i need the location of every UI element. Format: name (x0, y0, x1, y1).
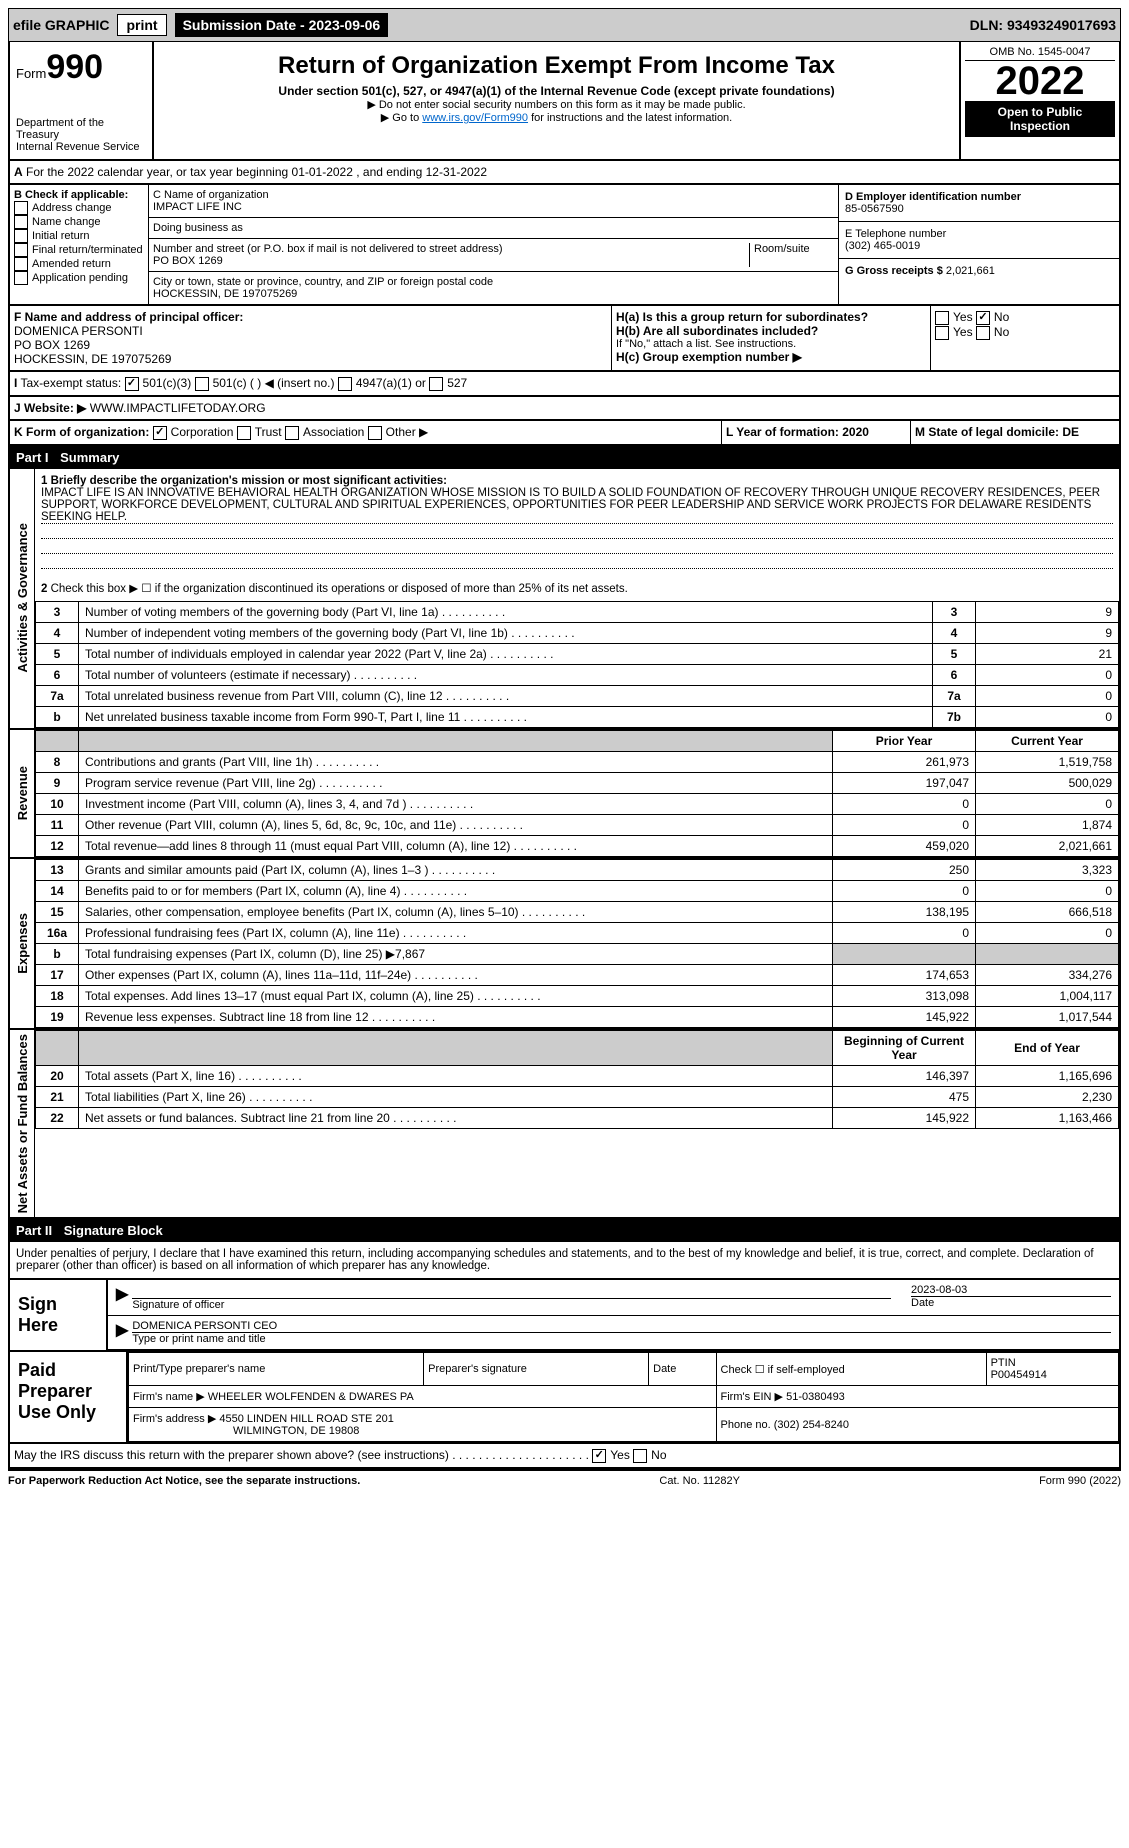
part1-header: Part I Summary (8, 446, 1121, 469)
efile-label: efile GRAPHIC (13, 17, 109, 33)
revenue-table: Prior YearCurrent Year8Contributions and… (35, 730, 1119, 857)
page-footer: For Paperwork Reduction Act Notice, see … (8, 1469, 1121, 1491)
governance-table: 3Number of voting members of the governi… (35, 601, 1119, 728)
check-b: B Check if applicable: Address change Na… (10, 185, 149, 304)
expenses-table: 13Grants and similar amounts paid (Part … (35, 859, 1119, 1028)
sign-here: Sign Here ▶Signature of officer2023-08-0… (8, 1280, 1121, 1352)
netassets-block: Net Assets or Fund Balances Beginning of… (8, 1030, 1121, 1219)
part2-header: Part II Signature Block (8, 1219, 1121, 1242)
city: HOCKESSIN, DE 197075269 (153, 288, 834, 300)
print-button[interactable]: print (117, 14, 166, 36)
checkbox-name-change[interactable] (14, 215, 28, 229)
website-row: J Website: ▶ WWW.IMPACTLIFETODAY.ORG (8, 397, 1121, 421)
tax-status-row: I Tax-exempt status: 501(c)(3) 501(c) ( … (8, 372, 1121, 397)
irs-link[interactable]: www.irs.gov/Form990 (422, 112, 528, 124)
officer-name: DOMENICA PERSONTI CEO (132, 1320, 1111, 1333)
submission-date: Submission Date - 2023-09-06 (175, 13, 389, 37)
501c3-checked[interactable] (125, 377, 139, 391)
ein: 85-0567590 (845, 203, 1113, 215)
phone: (302) 465-0019 (845, 240, 1113, 252)
paid-preparer: Paid Preparer Use Only Print/Type prepar… (8, 1352, 1121, 1444)
org-name: IMPACT LIFE INC (153, 201, 834, 213)
open-inspection: Open to Public Inspection (965, 101, 1115, 137)
expenses-block: Expenses 13Grants and similar amounts pa… (8, 859, 1121, 1030)
mission-text: IMPACT LIFE IS AN INNOVATIVE BEHAVIORAL … (41, 487, 1113, 524)
checkbox-address-change[interactable] (14, 201, 28, 215)
form-number: 990 (46, 48, 103, 86)
checkbox-final-return[interactable] (14, 243, 28, 257)
gross-receipts: 2,021,661 (946, 265, 995, 277)
entity-block: B Check if applicable: Address change Na… (8, 185, 1121, 306)
discuss-row: May the IRS discuss this return with the… (8, 1444, 1121, 1469)
dln: DLN: 93493249017693 (970, 17, 1116, 33)
governance-block: Activities & Governance 1 Briefly descri… (8, 469, 1121, 730)
form-title: Return of Organization Exempt From Incom… (160, 52, 953, 80)
section-f-h: F Name and address of principal officer:… (8, 306, 1121, 372)
efile-topbar: efile GRAPHIC print Submission Date - 20… (8, 8, 1121, 42)
checkbox-amended[interactable] (14, 257, 28, 271)
period-row: A For the 2022 calendar year, or tax yea… (8, 161, 1121, 185)
checkbox-pending[interactable] (14, 271, 28, 285)
orgform-row: K Form of organization: Corporation Trus… (8, 421, 1121, 446)
ha-no-checked[interactable] (976, 311, 990, 325)
penalty-text: Under penalties of perjury, I declare th… (8, 1242, 1121, 1280)
checkbox-initial-return[interactable] (14, 229, 28, 243)
firm-name: WHEELER WOLFENDEN & DWARES PA (208, 1391, 414, 1403)
tax-year: 2022 (965, 61, 1115, 101)
corp-checked[interactable] (153, 426, 167, 440)
discuss-yes[interactable] (592, 1449, 606, 1463)
revenue-block: Revenue Prior YearCurrent Year8Contribut… (8, 730, 1121, 859)
website: WWW.IMPACTLIFETODAY.ORG (90, 401, 266, 415)
form-header: Form990 Department of the Treasury Inter… (8, 42, 1121, 161)
street: PO BOX 1269 (153, 255, 749, 267)
ptin: P00454914 (991, 1369, 1047, 1381)
netassets-table: Beginning of Current YearEnd of Year20To… (35, 1030, 1119, 1129)
